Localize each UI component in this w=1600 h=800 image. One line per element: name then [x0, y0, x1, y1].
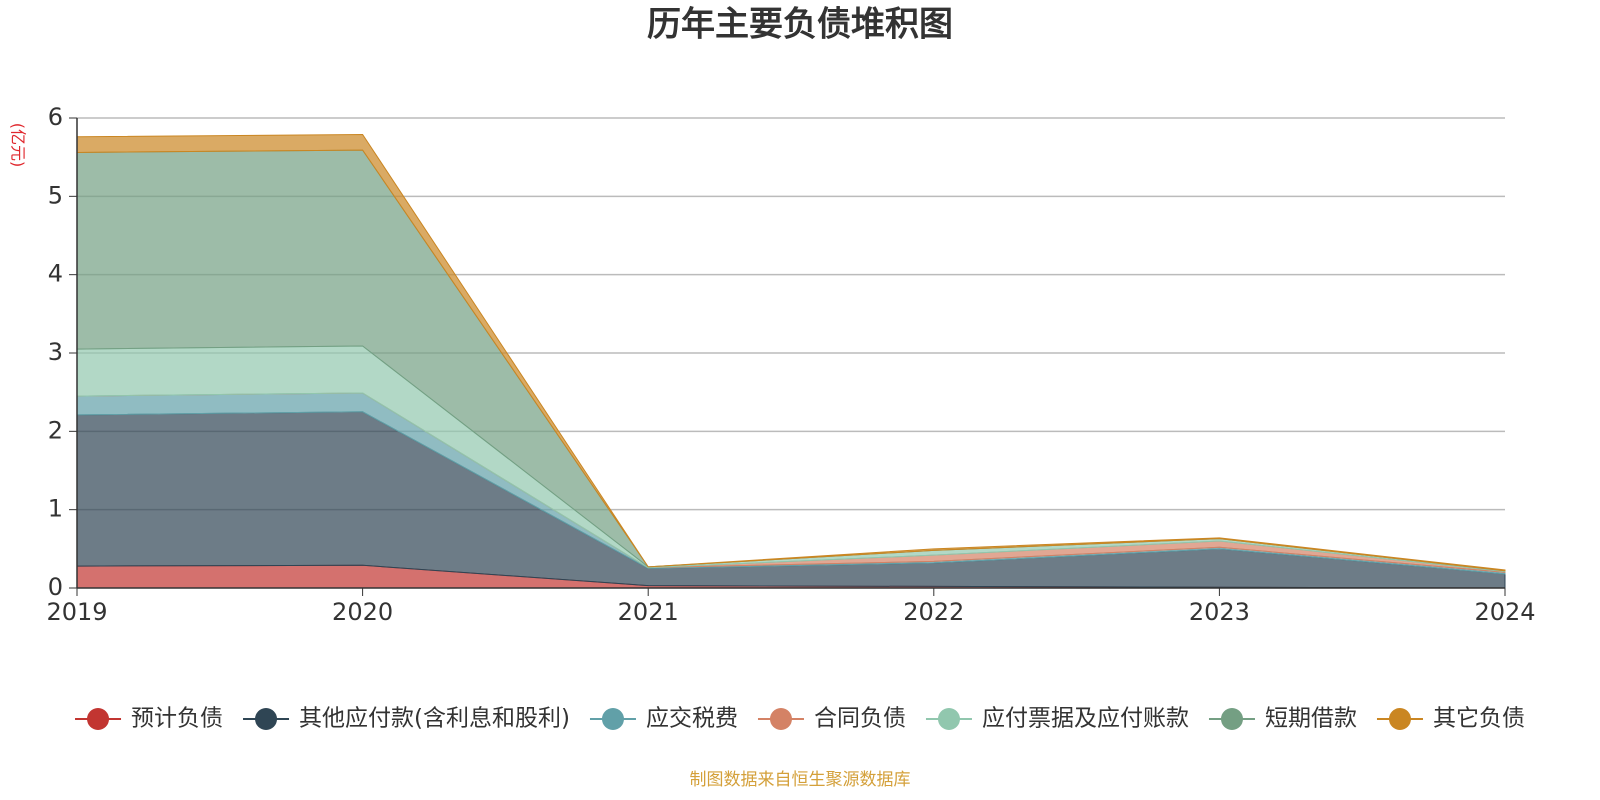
legend-item: 应付票据及应付账款 — [925, 706, 1189, 732]
chart-title: 历年主要负债堆积图 — [647, 5, 953, 45]
legend-item: 其它负债 — [1376, 706, 1525, 732]
y-tick-label: 0 — [48, 573, 63, 601]
legend-label: 其它负债 — [1433, 706, 1525, 732]
x-tick-label: 2022 — [903, 598, 964, 626]
legend-item: 合同负债 — [757, 706, 906, 732]
legend-item: 应交税费 — [589, 706, 738, 732]
y-tick-label: 5 — [48, 181, 63, 209]
y-tick-label: 1 — [48, 495, 63, 523]
legend-label: 应交税费 — [646, 706, 738, 732]
y-tick-label: 4 — [48, 260, 63, 288]
legend-label: 短期借款 — [1265, 706, 1357, 732]
legend-label: 应付票据及应付账款 — [982, 706, 1189, 732]
legend-marker — [1388, 708, 1411, 730]
legend-label: 其他应付款(含利息和股利) — [299, 706, 570, 732]
y-tick-label: 6 — [48, 103, 63, 131]
legend-marker — [87, 708, 110, 730]
legend-marker — [937, 708, 960, 730]
legend-item: 其他应付款(含利息和股利) — [243, 706, 570, 732]
legend-marker — [769, 708, 792, 730]
legend-item: 预计负债 — [75, 706, 223, 732]
legend-label: 预计负债 — [131, 706, 223, 732]
legend-marker — [601, 708, 624, 730]
source-note: 制图数据来自恒生聚源数据库 — [690, 770, 911, 790]
x-tick-label: 2020 — [332, 598, 393, 626]
legend: 预计负债 其他应付款(含利息和股利) 应交税费 合同负债 应付票据及应付账款 短期借款 其它… — [75, 706, 1525, 732]
y-tick-label: 3 — [48, 338, 63, 366]
y-unit: (亿元) — [9, 123, 28, 168]
x-tick-label: 2021 — [618, 598, 679, 626]
legend-label: 合同负债 — [814, 706, 906, 732]
legend-item: 短期借款 — [1208, 706, 1357, 732]
y-tick-label: 2 — [48, 416, 63, 444]
x-tick-label: 2024 — [1474, 598, 1535, 626]
legend-marker — [1220, 708, 1243, 730]
legend-marker — [255, 708, 278, 730]
area — [76, 133, 1506, 572]
x-tick-label: 2023 — [1189, 598, 1250, 626]
x-tick-label: 2019 — [46, 598, 107, 626]
